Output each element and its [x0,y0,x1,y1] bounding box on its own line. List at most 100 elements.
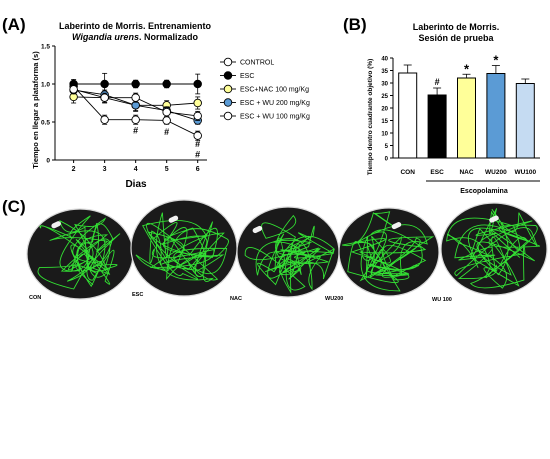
maze-tracks: CON ESC NAC WU200 WU 100 [26,199,548,303]
x-tick-label: WU200 [485,169,507,176]
data-point [162,79,171,89]
significance-mark: # [164,127,169,137]
x-tick-label: 6 [196,166,200,173]
panel-a: (A) Laberinto de Morris. Entrenamiento W… [2,15,310,190]
legend-label: ESC + WU 100 mg/Kg [240,114,310,121]
panel-c: (C) CON ESC NAC WU200 WU 100 [2,197,548,303]
data-point [193,79,202,89]
y-tick-label: 0 [385,156,389,162]
y-tick-label: 30 [381,81,388,87]
x-tick-label: 4 [134,166,138,173]
y-tick-label: 1.5 [41,44,50,51]
escopolamina-label: Escopolamina [460,188,508,195]
platform-marker [489,215,499,223]
maze-arena: WU 100 [432,202,548,303]
panel-b-title-line2: Sesión de prueba [418,33,494,43]
x-tick-label: 2 [72,166,76,173]
x-tick-label: 5 [165,166,169,173]
platform-marker [391,222,402,230]
y-tick-label: 40 [381,56,388,62]
maze-arena: NAC [230,206,340,302]
legend-marker [223,84,233,94]
swim-path [135,212,229,282]
x-tick-label: NAC [459,169,473,176]
platform-marker [51,221,61,229]
data-point [193,111,202,121]
data-point [69,85,78,94]
data-point [131,79,140,89]
platform-marker [168,215,179,223]
platform-marker [252,225,263,234]
maze-arena: WU200 [325,207,440,302]
legend-marker [223,57,233,67]
significance-mark: * [493,53,499,68]
significance-mark: # [195,139,200,149]
y-tick-label: 5 [385,144,389,150]
data-point [162,116,171,125]
legend-label: ESC + WU 200 mg/Kg [240,100,310,107]
panel-a-title-species: Wigandia urens [72,32,139,42]
swim-path [446,208,541,289]
bar [515,83,535,159]
data-point [131,115,140,124]
line-chart-xlabel: Dias [125,179,147,190]
maze-pool [338,207,440,297]
legend-marker [223,71,233,80]
significance-mark: # [133,125,138,135]
x-tick-label: WU100 [514,169,536,176]
bar-chart: 0 5 10 15 20 25 30 35 40 CON ESC NAC WU200 WU100 # * * [381,53,540,176]
bar-chart-ylabel: Tiempo dentro cuadrante objetivo (%) [367,59,374,176]
maze-label: NAC [230,296,242,302]
y-tick-label: 10 [381,131,388,137]
significance-mark: # [435,77,440,87]
panel-a-title-rest: . Normalizado [139,32,199,42]
bar [398,72,418,159]
legend-label: ESC+NAC 100 mg/Kg [240,87,309,94]
significance-mark: * [464,61,470,76]
line-chart: 00.51.01.52 3 4 5 6# ### [41,44,207,173]
panel-b-letter: (B) [343,15,367,34]
legend-label: CONTROL [240,60,274,67]
maze-label: ESC [132,292,143,298]
maze-arena: ESC [130,199,238,298]
swim-path [37,215,121,290]
panel-a-title-line2: Wigandia urens. Normalizado [72,32,198,42]
y-tick-label: 0 [46,158,50,165]
line-chart-ylabel: Tiempo en llegar a plataforma (s) [31,51,40,169]
y-tick-label: 1.0 [41,82,50,89]
bar [427,94,447,159]
y-tick-label: 35 [381,69,388,75]
x-tick-label: 3 [103,166,107,173]
data-point [100,115,109,124]
y-tick-label: 20 [381,106,388,112]
x-tick-label: ESC [430,169,444,176]
bar [486,73,506,159]
data-point [131,93,140,102]
y-tick-label: 25 [381,94,388,100]
y-tick-label: 0.5 [41,120,50,127]
legend-label: ESC [240,73,254,80]
panel-b-title-line1: Laberinto de Morris. [413,22,500,32]
maze-arena: CON [26,208,134,301]
data-point [162,107,171,117]
bar [457,77,476,159]
legend-marker [223,98,233,107]
data-point [193,131,202,140]
maze-label: WU 100 [432,297,452,303]
line-legend: CONTROL ESC ESC+NAC 100 mg/Kg ESC + WU 200 … [220,57,310,121]
swim-path [244,214,335,294]
data-point [100,93,109,102]
x-tick-label: CON [400,169,415,176]
significance-mark: # [195,150,200,160]
data-point [193,98,202,108]
panel-b: (B) Laberinto de Morris. Sesión de prueb… [343,15,540,195]
panel-a-title-line1: Laberinto de Morris. Entrenamiento [59,21,212,31]
data-point [100,79,109,89]
maze-label: WU200 [325,296,343,302]
y-tick-label: 15 [381,119,388,125]
legend-marker [223,111,233,121]
swim-path [342,211,435,292]
panel-a-letter: (A) [2,15,26,34]
panel-c-letter: (C) [2,197,26,216]
